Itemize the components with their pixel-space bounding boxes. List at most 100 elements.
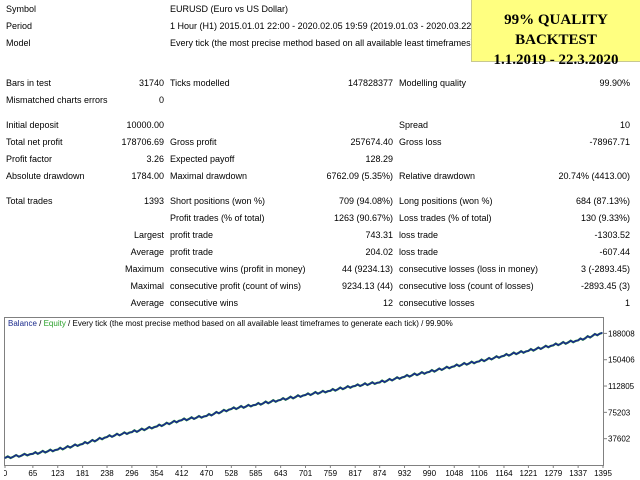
x-tick-label: 1164 — [495, 469, 513, 477]
y-tick-label: 150406 — [608, 356, 635, 365]
largest-label: Largest — [133, 230, 164, 240]
balance-point — [478, 360, 480, 362]
x-tick-label: 1279 — [544, 469, 562, 477]
balance-point — [81, 443, 84, 445]
short-positions-value: 709 (94.08%) — [338, 196, 393, 206]
balance-point — [4, 457, 6, 459]
maximal-cons-loss-label: consecutive loss (count of losses) — [399, 281, 534, 291]
maximum-label: Maximum — [124, 264, 164, 274]
balance-point — [304, 394, 307, 396]
chart-frame — [4, 317, 604, 466]
balance-point — [379, 381, 381, 383]
balance-point — [577, 339, 579, 341]
y-tick-label: 188008 — [608, 329, 635, 338]
x-tick-label: 238 — [100, 469, 114, 477]
x-tick-label: 759 — [324, 469, 338, 477]
x-tick-label: 181 — [76, 469, 90, 477]
quality-banner: 99% QUALITY BACKTEST 1.1.2019 - 22.3.202… — [471, 0, 640, 68]
largest-loss-value: -1303.52 — [594, 230, 630, 240]
x-tick-label: 528 — [225, 469, 239, 477]
gross-loss-value: -78967.71 — [589, 137, 630, 147]
balance-point — [354, 385, 356, 387]
balance-point — [156, 425, 158, 428]
avg-cons-wins-label: consecutive wins — [170, 298, 239, 308]
x-tick-label: 412 — [175, 469, 189, 477]
initial-deposit-value: 10000.00 — [126, 120, 164, 130]
balance-point — [131, 431, 133, 433]
max-cons-wins-label: consecutive wins (profit in money) — [170, 264, 306, 274]
bars-in-test-label: Bars in test — [6, 78, 52, 88]
x-tick-label: 1395 — [594, 469, 612, 477]
absolute-drawdown-value: 1784.00 — [131, 171, 164, 181]
x-tick-label: 701 — [299, 469, 313, 477]
x-tick-label: 470 — [200, 469, 214, 477]
balance-point — [527, 350, 530, 352]
balance-point — [280, 399, 282, 401]
long-positions-label: Long positions (won %) — [399, 196, 493, 206]
gross-profit-label: Gross profit — [170, 137, 217, 147]
spread-value: 10 — [619, 120, 630, 130]
x-tick-label: 296 — [125, 469, 139, 477]
banner-line-2: 1.1.2019 - 22.3.2020 — [493, 52, 619, 68]
x-tick-label: 1337 — [569, 469, 587, 477]
chart-legend: Balance / Equity / Every tick (the most … — [8, 319, 453, 328]
model-value: Every tick (the most precise method base… — [170, 38, 474, 48]
spread-label: Spread — [399, 120, 429, 130]
max-cons-wins-value: 44 (9234.13) — [341, 264, 393, 274]
relative-drawdown-label: Relative drawdown — [399, 171, 476, 181]
expected-payoff-value: 128.29 — [365, 154, 393, 164]
balance-point — [57, 449, 59, 451]
max-cons-losses-label: consecutive losses (loss in money) — [399, 264, 539, 274]
maximal-cons-profit-label: consecutive profit (count of wins) — [170, 281, 302, 291]
legend-sep: / — [37, 319, 44, 328]
largest-profit-label: profit trade — [170, 230, 214, 240]
maximal-drawdown-value: 6762.09 (5.35%) — [326, 171, 393, 181]
x-tick-label: 354 — [150, 469, 164, 477]
balance-point — [32, 453, 34, 455]
x-tick-label: 990 — [423, 469, 437, 477]
loss-trades-value: 130 (9.33%) — [580, 213, 630, 223]
symbol-label: Symbol — [6, 4, 37, 14]
x-tick-label: 932 — [398, 469, 412, 477]
x-tick-label: 1106 — [471, 469, 489, 477]
bars-in-test-value: 31740 — [138, 78, 164, 88]
gross-loss-label: Gross loss — [399, 137, 442, 147]
balance-chart: Balance / Equity / Every tick (the most … — [3, 317, 636, 478]
ticks-modelled-value: 147828377 — [347, 78, 393, 88]
legend-equity: Equity — [44, 319, 66, 328]
period-value: 1 Hour (H1) 2015.01.01 22:00 - 2020.02.0… — [170, 21, 475, 31]
mismatched-errors-label: Mismatched charts errors — [6, 95, 108, 105]
avg-cons-losses-value: 1 — [624, 298, 630, 308]
mismatched-errors-value: 0 — [158, 95, 164, 105]
total-net-profit-label: Total net profit — [6, 137, 63, 147]
x-tick-label: 874 — [373, 469, 387, 477]
long-positions-value: 684 (87.13%) — [575, 196, 630, 206]
y-tick-label: 37602 — [608, 435, 631, 444]
average-profit-value: 204.02 — [365, 247, 393, 257]
average-profit-label: profit trade — [170, 247, 214, 257]
x-tick-label: 585 — [249, 469, 263, 477]
balance-point — [428, 371, 430, 373]
y-tick-label: 75203 — [608, 408, 631, 417]
average-loss-value: -607.44 — [599, 247, 630, 257]
y-tick-label: 112805 — [608, 382, 635, 391]
balance-point — [329, 390, 331, 392]
relative-drawdown-value: 20.74% (4413.00) — [558, 171, 630, 181]
initial-deposit-label: Initial deposit — [6, 120, 59, 130]
maximal-drawdown-label: Maximal drawdown — [170, 171, 248, 181]
expected-payoff-label: Expected payoff — [170, 154, 235, 164]
model-label: Model — [6, 38, 31, 48]
balance-point — [181, 419, 183, 421]
maximal-cons-profit-value: 9234.13 (44) — [341, 281, 393, 291]
balance-point — [205, 415, 208, 417]
modelling-quality-value: 99.90% — [599, 78, 630, 88]
avg-cons-losses-label: consecutive losses — [399, 298, 475, 308]
maximal-label: Maximal — [130, 281, 164, 291]
absolute-drawdown-label: Absolute drawdown — [6, 171, 85, 181]
symbol-value: EURUSD (Euro vs US Dollar) — [170, 4, 289, 14]
x-tick-label: 643 — [274, 469, 288, 477]
balance-point — [601, 332, 603, 334]
average-label: Average — [130, 247, 164, 257]
banner-line-1: 99% QUALITY BACKTEST — [504, 12, 608, 48]
legend-rest: / Every tick (the most precise method ba… — [66, 319, 453, 328]
